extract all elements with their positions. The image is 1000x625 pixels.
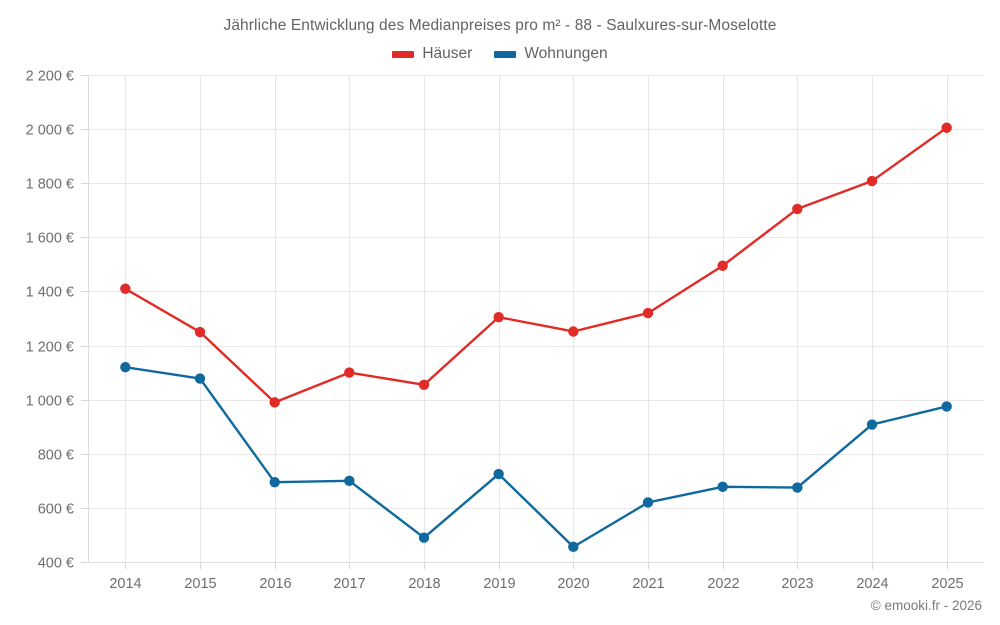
data-point-häuser-2015[interactable] bbox=[194, 326, 206, 338]
data-point-wohnungen-2018[interactable] bbox=[418, 532, 430, 543]
data-point-wohnungen-2020[interactable] bbox=[568, 541, 579, 553]
series-line-häuser bbox=[124, 126, 948, 404]
x-axis-tick-label: 2022 bbox=[707, 576, 739, 592]
data-point-häuser-2020[interactable] bbox=[568, 326, 579, 337]
y-axis-tick-label: 600 € bbox=[38, 502, 74, 518]
data-point-wohnungen-2025[interactable] bbox=[941, 401, 952, 412]
legend-item-hauser[interactable]: Häuser bbox=[392, 45, 472, 63]
y-axis-tick-label: 2 000 € bbox=[26, 123, 74, 139]
x-axis-tick-label: 2014 bbox=[109, 576, 141, 592]
x-axis-tick-label: 2021 bbox=[632, 576, 664, 592]
x-axis-tick-label: 2015 bbox=[184, 576, 216, 592]
data-point-wohnungen-2016[interactable] bbox=[269, 476, 280, 488]
data-point-häuser-2023[interactable] bbox=[792, 203, 803, 215]
data-point-häuser-2018[interactable] bbox=[418, 379, 430, 390]
y-axis-tick-label: 2 200 € bbox=[26, 69, 74, 85]
y-axis-tick-label: 1 600 € bbox=[26, 231, 74, 247]
data-point-häuser-2016[interactable] bbox=[269, 397, 280, 408]
data-point-wohnungen-2021[interactable] bbox=[642, 497, 654, 508]
x-axis-tick-label: 2019 bbox=[483, 576, 515, 592]
data-point-wohnungen-2015[interactable] bbox=[194, 373, 206, 384]
legend-swatch-wohnungen bbox=[494, 50, 517, 58]
data-point-wohnungen-2017[interactable] bbox=[344, 475, 355, 487]
data-point-wohnungen-2024[interactable] bbox=[866, 419, 878, 430]
data-point-wohnungen-2022[interactable] bbox=[717, 481, 728, 492]
x-axis-tick-label: 2025 bbox=[931, 576, 963, 592]
x-axis-tick-label: 2024 bbox=[856, 576, 888, 592]
y-axis-tick-label: 1 400 € bbox=[26, 285, 74, 301]
chart-title: Jährliche Entwicklung des Medianpreises … bbox=[223, 17, 777, 34]
x-axis-tick-label: 2018 bbox=[408, 576, 440, 592]
data-point-wohnungen-2014[interactable] bbox=[120, 362, 131, 373]
x-axis-tick-label: 2023 bbox=[781, 576, 813, 592]
data-point-häuser-2014[interactable] bbox=[120, 283, 131, 294]
data-point-häuser-2024[interactable] bbox=[866, 175, 878, 187]
legend-swatch-hauser bbox=[392, 50, 415, 58]
data-point-häuser-2017[interactable] bbox=[344, 367, 355, 378]
y-axis-tick-label: 800 € bbox=[38, 448, 74, 464]
x-axis-tick-label: 2016 bbox=[259, 576, 291, 592]
footer-credit: © emooki.fr - 2026 bbox=[870, 598, 982, 613]
y-axis-tick-label: 400 € bbox=[38, 556, 74, 572]
data-point-häuser-2022[interactable] bbox=[717, 260, 728, 271]
x-axis-tick-label: 2017 bbox=[333, 576, 365, 592]
series-line-wohnungen bbox=[124, 366, 948, 549]
legend-label-wohnungen: Wohnungen bbox=[524, 45, 608, 62]
data-point-wohnungen-2023[interactable] bbox=[792, 482, 803, 493]
y-axis-tick-label: 1 800 € bbox=[26, 177, 74, 193]
legend-item-wohnungen[interactable]: Wohnungen bbox=[494, 45, 608, 63]
chart-legend: Häuser Wohnungen bbox=[0, 45, 1000, 63]
y-axis-tick-label: 1 000 € bbox=[26, 394, 74, 410]
x-axis-tick-label: 2020 bbox=[557, 576, 589, 592]
data-point-häuser-2025[interactable] bbox=[941, 122, 952, 133]
y-axis-tick-label: 1 200 € bbox=[26, 340, 74, 356]
data-point-häuser-2021[interactable] bbox=[642, 307, 654, 319]
data-point-häuser-2019[interactable] bbox=[493, 311, 504, 323]
data-point-wohnungen-2019[interactable] bbox=[493, 468, 504, 480]
legend-label-hauser: Häuser bbox=[422, 45, 473, 62]
